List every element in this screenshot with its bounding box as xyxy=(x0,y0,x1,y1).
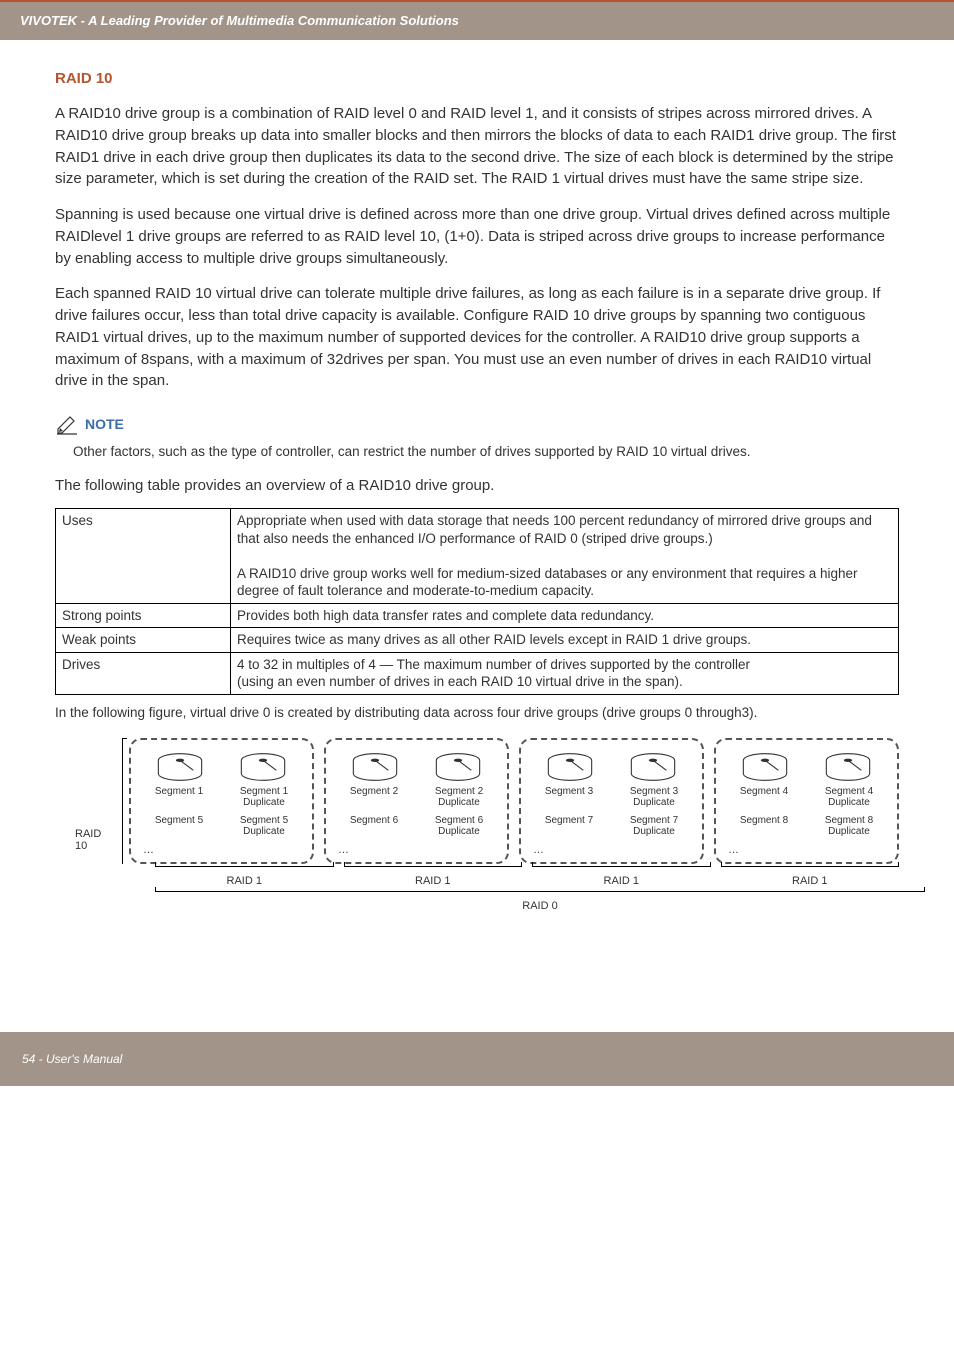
segment-label: Segment 3 Duplicate xyxy=(614,786,694,809)
raid10-diagram: RAID 10 Segment 1 Segment 1 Duplicate Se… xyxy=(75,738,899,912)
table-cell-left: Weak points xyxy=(56,628,231,653)
table-cell-right: 4 to 32 in multiples of 4 — The maximum … xyxy=(231,652,899,694)
drive-icon-row xyxy=(334,752,499,782)
table-cell-right: Appropriate when used with data storage … xyxy=(231,509,899,604)
drive-group-2: Segment 3 Segment 3 Duplicate Segment 7 … xyxy=(519,738,704,864)
raid1-label: RAID 1 xyxy=(721,866,900,887)
drive-icon xyxy=(545,752,595,782)
drive-group-1: Segment 2 Segment 2 Duplicate Segment 6 … xyxy=(324,738,509,864)
segment-label: Segment 4 xyxy=(724,786,804,809)
paragraph-2: Spanning is used because one virtual dri… xyxy=(55,204,899,269)
footer-bar: 54 - User's Manual xyxy=(0,1032,954,1086)
drive-icon xyxy=(238,752,288,782)
ellipsis: … xyxy=(139,844,304,856)
drive-icon xyxy=(350,752,400,782)
segment-label: Segment 5 xyxy=(139,815,219,838)
raid1-label: RAID 1 xyxy=(532,866,711,887)
section-title: RAID 10 xyxy=(55,70,899,87)
segment-label: Segment 7 xyxy=(529,815,609,838)
segment-row: Segment 5 Segment 5 Duplicate xyxy=(139,815,304,838)
drive-icon-row xyxy=(139,752,304,782)
table-cell-right: Provides both high data transfer rates a… xyxy=(231,603,899,628)
header-text: VIVOTEK - A Leading Provider of Multimed… xyxy=(20,13,459,28)
figure-caption: In the following figure, virtual drive 0… xyxy=(55,705,899,720)
drive-groups: Segment 1 Segment 1 Duplicate Segment 5 … xyxy=(129,738,899,864)
segment-label: Segment 2 xyxy=(334,786,414,809)
segment-label: Segment 8 xyxy=(724,815,804,838)
raid1-label: RAID 1 xyxy=(155,866,334,887)
segment-row: Segment 4 Segment 4 Duplicate xyxy=(724,786,889,809)
diagram-top-row: RAID 10 Segment 1 Segment 1 Duplicate Se… xyxy=(75,738,899,864)
segment-row: Segment 7 Segment 7 Duplicate xyxy=(529,815,694,838)
ellipsis: … xyxy=(529,844,694,856)
table-row: Drives 4 to 32 in multiples of 4 — The m… xyxy=(56,652,899,694)
segment-label: Segment 6 Duplicate xyxy=(419,815,499,838)
table-cell-right: Requires twice as many drives as all oth… xyxy=(231,628,899,653)
table-cell-left: Uses xyxy=(56,509,231,604)
segment-row: Segment 3 Segment 3 Duplicate xyxy=(529,786,694,809)
drive-icon-row xyxy=(529,752,694,782)
drive-icon xyxy=(433,752,483,782)
pencil-icon xyxy=(55,412,79,436)
content-area: RAID 10 A RAID10 drive group is a combin… xyxy=(0,40,954,932)
table-cell-left: Strong points xyxy=(56,603,231,628)
segment-row: Segment 6 Segment 6 Duplicate xyxy=(334,815,499,838)
drive-icon xyxy=(740,752,790,782)
header-bar: VIVOTEK - A Leading Provider of Multimed… xyxy=(0,0,954,40)
drive-group-3: Segment 4 Segment 4 Duplicate Segment 8 … xyxy=(714,738,899,864)
note-text: Other factors, such as the type of contr… xyxy=(73,444,899,459)
raid0-label: RAID 0 xyxy=(155,892,925,912)
segment-label: Segment 4 Duplicate xyxy=(809,786,889,809)
raid0-bracket xyxy=(155,891,925,892)
footer-text: 54 - User's Manual xyxy=(22,1052,122,1066)
drive-icon-row xyxy=(724,752,889,782)
table-row: Weak points Requires twice as many drive… xyxy=(56,628,899,653)
table-cell-left: Drives xyxy=(56,652,231,694)
segment-label: Segment 8 Duplicate xyxy=(809,815,889,838)
segment-label: Segment 5 Duplicate xyxy=(224,815,304,838)
note-header: NOTE xyxy=(55,412,899,436)
paragraph-3: Each spanned RAID 10 virtual drive can t… xyxy=(55,283,899,392)
drive-icon xyxy=(628,752,678,782)
overview-line: The following table provides an overview… xyxy=(55,477,899,494)
bracket xyxy=(122,738,127,864)
segment-label: Segment 7 Duplicate xyxy=(614,815,694,838)
note-label: NOTE xyxy=(85,416,124,432)
drive-icon xyxy=(155,752,205,782)
table-row: Strong points Provides both high data tr… xyxy=(56,603,899,628)
segment-label: Segment 1 xyxy=(139,786,219,809)
raid-overview-table: Uses Appropriate when used with data sto… xyxy=(55,508,899,695)
ellipsis: … xyxy=(334,844,499,856)
segment-label: Segment 6 xyxy=(334,815,414,838)
table-row: Uses Appropriate when used with data sto… xyxy=(56,509,899,604)
segment-label: Segment 3 xyxy=(529,786,609,809)
segment-row: Segment 2 Segment 2 Duplicate xyxy=(334,786,499,809)
ellipsis: … xyxy=(724,844,889,856)
raid0-bracket-row: RAID 0 xyxy=(155,891,899,912)
segment-label: Segment 2 Duplicate xyxy=(419,786,499,809)
segment-row: Segment 8 Segment 8 Duplicate xyxy=(724,815,889,838)
paragraph-1: A RAID10 drive group is a combination of… xyxy=(55,103,899,190)
raid10-label: RAID 10 xyxy=(75,828,112,852)
segment-label: Segment 1 Duplicate xyxy=(224,786,304,809)
segment-row: Segment 1 Segment 1 Duplicate xyxy=(139,786,304,809)
raid1-label: RAID 1 xyxy=(344,866,523,887)
drive-group-0: Segment 1 Segment 1 Duplicate Segment 5 … xyxy=(129,738,314,864)
raid1-bracket-row: RAID 1 RAID 1 RAID 1 RAID 1 xyxy=(155,866,899,887)
drive-icon xyxy=(823,752,873,782)
